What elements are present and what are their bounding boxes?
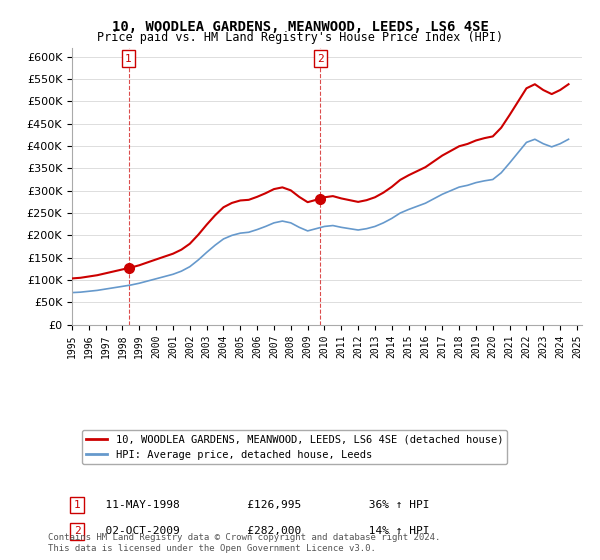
- Text: 2: 2: [317, 54, 323, 64]
- Text: 11-MAY-1998          £126,995          36% ↑ HPI: 11-MAY-1998 £126,995 36% ↑ HPI: [92, 500, 430, 510]
- Text: 2: 2: [74, 526, 80, 536]
- Text: Price paid vs. HM Land Registry's House Price Index (HPI): Price paid vs. HM Land Registry's House …: [97, 31, 503, 44]
- Text: 1: 1: [74, 500, 80, 510]
- Legend: 10, WOODLEA GARDENS, MEANWOOD, LEEDS, LS6 4SE (detached house), HPI: Average pri: 10, WOODLEA GARDENS, MEANWOOD, LEEDS, LS…: [82, 430, 508, 464]
- Text: Contains HM Land Registry data © Crown copyright and database right 2024.
This d: Contains HM Land Registry data © Crown c…: [48, 533, 440, 553]
- Text: 10, WOODLEA GARDENS, MEANWOOD, LEEDS, LS6 4SE: 10, WOODLEA GARDENS, MEANWOOD, LEEDS, LS…: [112, 20, 488, 34]
- Text: 1: 1: [125, 54, 132, 64]
- Text: 02-OCT-2009          £282,000          14% ↑ HPI: 02-OCT-2009 £282,000 14% ↑ HPI: [92, 526, 430, 536]
